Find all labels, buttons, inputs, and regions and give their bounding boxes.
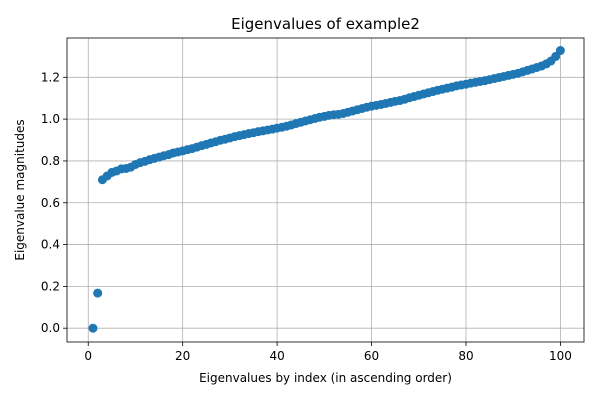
- y-tick-label: 0.6: [41, 196, 60, 210]
- y-tick-label: 0.2: [41, 279, 60, 293]
- grid: [67, 38, 584, 342]
- x-tick-label: 0: [84, 349, 92, 363]
- y-tick-label: 1.2: [41, 70, 60, 84]
- y-tick-label: 0.8: [41, 154, 60, 168]
- y-tick-label: 0.0: [41, 321, 60, 335]
- x-tick-label: 80: [458, 349, 473, 363]
- x-tick-label: 40: [269, 349, 284, 363]
- x-tick-label: 20: [175, 349, 190, 363]
- x-axis-label: Eigenvalues by index (in ascending order…: [199, 371, 452, 385]
- axis-ticks: 0 20 40 60 80 100 0.0 0.2 0.4 0.6 0.8 1.0 1.2: [41, 70, 572, 363]
- plot-frame: [66, 37, 585, 343]
- data-point: [88, 323, 98, 333]
- x-tick-label: 100: [549, 349, 572, 363]
- chart-title: Eigenvalues of example2: [231, 15, 420, 33]
- y-tick-label: 0.4: [41, 238, 60, 252]
- x-tick-label: 60: [364, 349, 379, 363]
- y-axis-label: Eigenvalue magnitudes: [13, 119, 27, 260]
- data-point: [93, 288, 103, 298]
- y-tick-label: 1.0: [41, 112, 60, 126]
- data-points: [88, 46, 565, 333]
- data-point: [555, 46, 565, 56]
